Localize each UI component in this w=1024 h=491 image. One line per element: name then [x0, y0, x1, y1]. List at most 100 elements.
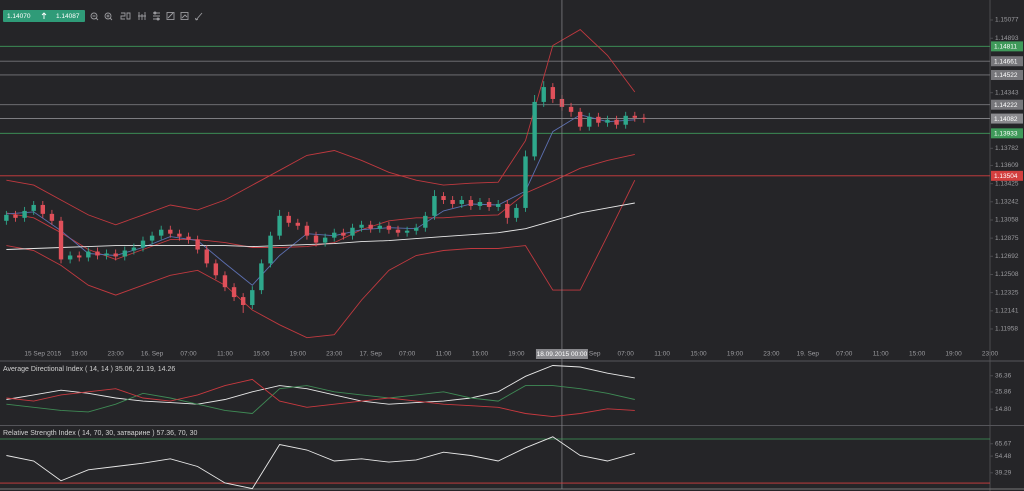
x-tick-label: 11:00 [873, 351, 889, 358]
x-tick-label: 11:00 [436, 351, 452, 358]
y-tick-label: 14.80 [995, 406, 1012, 413]
candle-body [77, 255, 82, 258]
price-level-box [991, 170, 1023, 181]
candle-body [477, 201, 483, 206]
price-level-label: 1.14522 [994, 72, 1018, 79]
price-level-box [991, 41, 1023, 52]
candle-body [140, 240, 146, 248]
candle-body [222, 275, 228, 288]
price-level-box [991, 69, 1023, 80]
x-tick-label: 07:00 [399, 351, 416, 358]
indicator-line [6, 29, 636, 226]
candle-body [432, 196, 437, 216]
candle-body [104, 253, 109, 256]
candle-body [450, 199, 455, 204]
candle-body [404, 230, 410, 233]
indicator-line [6, 378, 635, 418]
candle-body [195, 239, 200, 250]
y-tick-label: 1.13782 [995, 145, 1019, 152]
price-level-box [991, 113, 1023, 124]
zoom-out-icon[interactable] [90, 12, 99, 21]
indicator-line [6, 180, 636, 339]
y-tick-label: 1.13242 [995, 198, 1019, 205]
candle-body [514, 207, 519, 218]
y-tick-label: 1.13609 [995, 162, 1019, 169]
x-tick-label: 19:00 [727, 351, 744, 358]
period-icon[interactable] [120, 12, 131, 20]
candle-body [67, 255, 73, 260]
indicator-line [6, 436, 635, 490]
candle-body [414, 227, 419, 231]
candle-body [623, 115, 628, 125]
candle-body [313, 235, 319, 243]
candle-body [4, 214, 9, 221]
candle-body [295, 222, 301, 226]
candle-body [359, 224, 364, 228]
screenshot-icon[interactable] [180, 12, 189, 20]
candle-body [486, 201, 492, 207]
candle-body [31, 204, 36, 211]
y-tick-label: 1.11958 [995, 326, 1018, 333]
candle-body [459, 199, 464, 204]
x-tick-label: 23:00 [982, 351, 999, 358]
x-tick-label: 19:00 [290, 351, 307, 358]
candle-body [632, 115, 638, 118]
x-tick-label: 07:00 [180, 351, 197, 358]
indicator-icon[interactable] [138, 12, 146, 20]
x-tick-label: 07:00 [836, 351, 853, 358]
price-level-box [991, 56, 1023, 67]
y-tick-label: 1.14893 [995, 35, 1019, 42]
candle-body [277, 215, 282, 236]
price-level-box [991, 99, 1023, 110]
y-tick-label: 1.15077 [995, 17, 1019, 24]
price-level-label: 1.13933 [994, 131, 1018, 138]
indicator-line [6, 114, 635, 286]
candle-body [614, 119, 619, 125]
candle-body [568, 106, 574, 112]
y-tick-label: 1.12692 [995, 253, 1019, 260]
x-tick-label: 11:00 [654, 351, 670, 358]
candle-body [550, 87, 556, 99]
draw-icon[interactable] [166, 12, 175, 20]
settings-icon[interactable] [153, 11, 160, 21]
x-tick-label: 15:00 [472, 351, 489, 358]
candle-body [332, 232, 337, 238]
y-tick-label: 36.36 [995, 372, 1012, 379]
candle-body [186, 236, 191, 240]
crosshair-box [535, 349, 588, 359]
x-tick-label: 19. Sep [797, 351, 820, 358]
x-tick-label: 19:00 [71, 351, 88, 358]
candle-body [441, 196, 446, 200]
y-tick-label: 1.14343 [995, 89, 1019, 96]
x-tick-label: 15:00 [909, 351, 926, 358]
candle-body [22, 210, 27, 218]
x-tick-label: 15:00 [690, 351, 707, 358]
candle-body [641, 117, 647, 119]
candle-body [204, 249, 209, 264]
pen-icon[interactable] [195, 12, 203, 21]
x-tick-label: 23:00 [108, 351, 125, 358]
candle-body [131, 247, 137, 251]
y-tick-label: 1.12875 [995, 235, 1019, 242]
candle-body [159, 229, 164, 236]
zoom-in-icon[interactable] [104, 12, 113, 21]
bid-price: 1.14070 [7, 13, 31, 20]
candle-body [40, 204, 46, 214]
candle-body [86, 251, 91, 258]
y-tick-label: 54.48 [995, 453, 1012, 460]
candle-body [341, 232, 346, 236]
y-tick-label: 25.86 [995, 389, 1012, 396]
x-tick-label: 11:00 [217, 351, 233, 358]
y-tick-label: 1.12325 [995, 289, 1019, 296]
price-level-label: 1.13504 [994, 173, 1018, 180]
y-tick-label: 65.67 [995, 440, 1012, 447]
toolbar: 1.14070 1.14087 [3, 10, 203, 22]
candle-body [322, 237, 328, 243]
crosshair-label: 18.09.2015 00:00 [537, 351, 588, 358]
x-tick-label: 19:00 [945, 351, 962, 358]
y-tick-label: 1.13058 [995, 217, 1019, 224]
candle-body [177, 233, 182, 237]
indicator-title: Relative Strength Index ( 14, 70, 30, за… [3, 430, 197, 437]
y-tick-label: 1.12508 [995, 271, 1019, 278]
